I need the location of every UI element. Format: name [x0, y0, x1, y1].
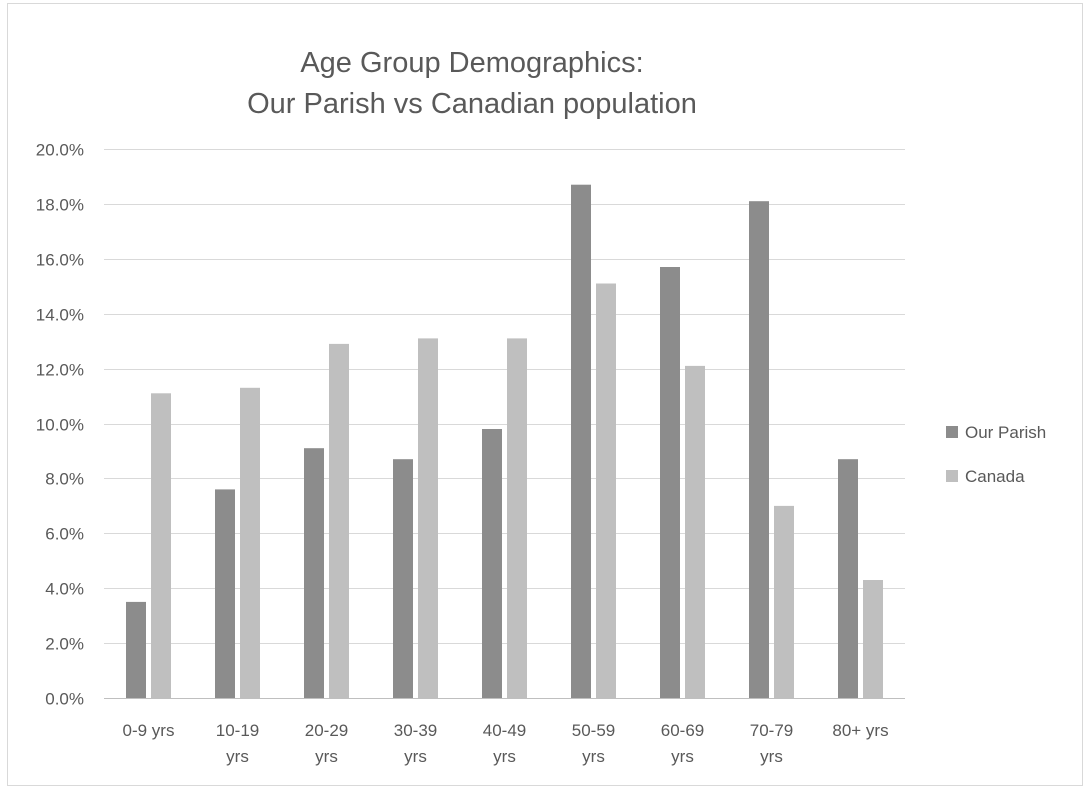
x-tick-label: 70-79 — [750, 721, 793, 740]
legend-label: Our Parish — [965, 423, 1046, 442]
x-tick-label: yrs — [226, 747, 249, 766]
x-tick-label: 40-49 — [483, 721, 526, 740]
y-tick-label: 4.0% — [45, 580, 84, 599]
x-tick-label: 60-69 — [661, 721, 704, 740]
legend: Our Parish Canada — [946, 423, 1046, 486]
bar-canada — [596, 283, 616, 698]
chart-frame — [7, 3, 1083, 786]
bar-canada — [240, 387, 260, 698]
chart-title-line: Our Parish vs Canadian population — [247, 88, 697, 120]
x-tick-label: 80+ yrs — [832, 721, 888, 740]
y-tick-label: 8.0% — [45, 470, 84, 489]
bar-canada — [151, 393, 171, 698]
y-tick-label: 18.0% — [36, 196, 84, 215]
x-tick-label: 30-39 — [394, 721, 437, 740]
bar-canada — [507, 338, 527, 698]
y-tick-label: 0.0% — [45, 690, 84, 709]
bar-our-parish — [304, 448, 324, 698]
bar-our-parish — [571, 184, 591, 698]
y-tick-label: 12.0% — [36, 361, 84, 380]
x-tick-label: yrs — [760, 747, 783, 766]
bar-our-parish — [660, 267, 680, 698]
chart-title: Age Group Demographics: Our Parish vs Can… — [247, 47, 697, 120]
y-tick-label: 14.0% — [36, 306, 84, 325]
x-tick-label: yrs — [404, 747, 427, 766]
bar-canada — [329, 343, 349, 698]
x-tick-label: yrs — [671, 747, 694, 766]
y-tick-label: 2.0% — [45, 635, 84, 654]
x-tick-label: 50-59 — [572, 721, 615, 740]
chart-title-line: Age Group Demographics: — [300, 47, 643, 79]
x-tick-label: 20-29 — [305, 721, 348, 740]
x-tick-label: yrs — [315, 747, 338, 766]
x-tick-label: yrs — [493, 747, 516, 766]
legend-swatch — [946, 426, 958, 438]
legend-swatch — [946, 470, 958, 482]
bars-layer — [126, 184, 883, 698]
bar-our-parish — [393, 459, 413, 698]
bar-our-parish — [215, 489, 235, 698]
x-tick-label: 0-9 yrs — [123, 721, 175, 740]
x-axis-ticks: 0-9 yrs 10-19 yrs 20-29 yrs 30-39 yrs 40-49 yrs 5… — [123, 721, 889, 766]
x-tick-label: yrs — [582, 747, 605, 766]
legend-label: Canada — [965, 467, 1025, 486]
bar-canada — [685, 365, 705, 698]
y-tick-label: 20.0% — [36, 141, 84, 160]
bar-canada — [774, 505, 794, 698]
bar-our-parish — [749, 201, 769, 698]
bar-our-parish — [126, 601, 146, 698]
grid-layer — [104, 149, 905, 699]
y-axis-ticks: 0.0% 2.0% 4.0% 6.0% 8.0% 10.0% 12.0% 14.0% 16.0%… — [36, 141, 84, 709]
bar-our-parish — [838, 459, 858, 698]
y-tick-label: 6.0% — [45, 525, 84, 544]
bar-canada — [863, 580, 883, 698]
y-tick-label: 16.0% — [36, 251, 84, 270]
bar-our-parish — [482, 429, 502, 698]
y-tick-label: 10.0% — [36, 416, 84, 435]
x-tick-label: 10-19 — [216, 721, 259, 740]
bar-canada — [418, 338, 438, 698]
